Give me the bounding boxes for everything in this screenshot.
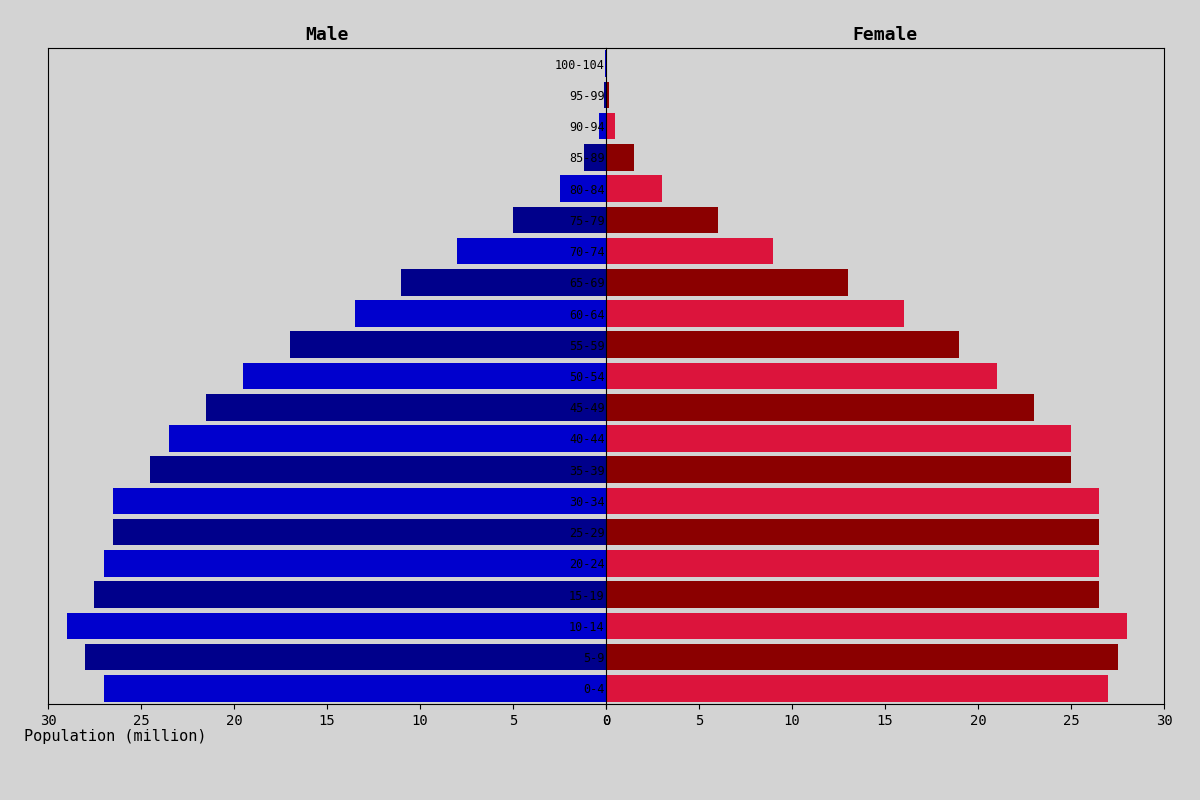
Bar: [606, 362, 997, 390]
Bar: [457, 238, 606, 264]
Bar: [606, 113, 616, 139]
Bar: [95, 582, 606, 608]
Bar: [599, 113, 606, 139]
Bar: [606, 206, 718, 233]
Bar: [103, 675, 606, 702]
Bar: [606, 82, 608, 108]
Bar: [606, 300, 904, 327]
Bar: [606, 238, 774, 264]
Bar: [606, 331, 960, 358]
Bar: [150, 457, 606, 483]
Bar: [66, 613, 606, 639]
Bar: [606, 175, 662, 202]
Bar: [606, 488, 1099, 514]
Bar: [606, 613, 1127, 639]
Title: Female: Female: [852, 26, 918, 44]
Bar: [559, 175, 606, 202]
Bar: [606, 394, 1034, 421]
Bar: [606, 519, 1099, 546]
Bar: [289, 331, 606, 358]
Bar: [103, 550, 606, 577]
Bar: [606, 675, 1109, 702]
Text: Population (million): Population (million): [24, 729, 206, 744]
Bar: [355, 300, 606, 327]
Bar: [206, 394, 606, 421]
Bar: [85, 644, 606, 670]
Bar: [113, 519, 606, 546]
Title: Male: Male: [305, 26, 349, 44]
Bar: [401, 269, 606, 295]
Bar: [606, 582, 1099, 608]
Bar: [606, 550, 1099, 577]
Bar: [604, 82, 606, 108]
Bar: [606, 269, 847, 295]
Bar: [606, 144, 634, 170]
Bar: [606, 457, 1072, 483]
Bar: [244, 362, 606, 390]
Bar: [583, 144, 606, 170]
Bar: [514, 206, 606, 233]
Bar: [113, 488, 606, 514]
Bar: [169, 425, 606, 452]
Bar: [606, 644, 1117, 670]
Bar: [606, 425, 1072, 452]
